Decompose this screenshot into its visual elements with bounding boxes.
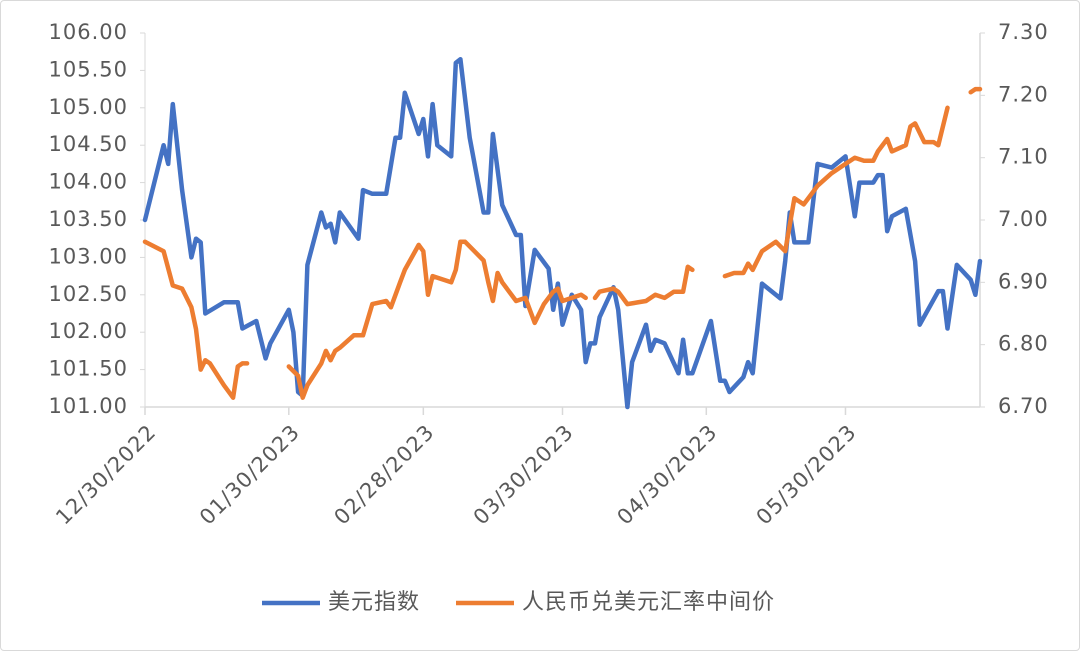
x-tick-label: 05/30/2023 bbox=[752, 420, 862, 530]
y-tick-label: 103.00 bbox=[49, 244, 128, 268]
y2-tick-label: 7.30 bbox=[998, 20, 1049, 44]
y-tick-label: 104.50 bbox=[49, 132, 128, 156]
series-line bbox=[142, 86, 983, 400]
y2-tick-label: 6.80 bbox=[998, 332, 1049, 356]
y-tick-label: 101.00 bbox=[49, 394, 128, 418]
y-tick-label: 105.00 bbox=[49, 95, 128, 119]
y2-tick-label: 7.10 bbox=[998, 145, 1049, 169]
y-tick-label: 102.00 bbox=[49, 319, 128, 343]
y-tick-label: 104.00 bbox=[49, 170, 128, 194]
series-line bbox=[142, 56, 983, 410]
x-tick-label: 01/30/2023 bbox=[195, 420, 305, 530]
y-tick-label: 105.50 bbox=[49, 57, 128, 81]
legend-label: 美元指数 bbox=[328, 590, 420, 615]
x-tick-label: 04/30/2023 bbox=[612, 420, 722, 530]
x-tick-label: 03/30/2023 bbox=[469, 420, 579, 530]
x-tick-label: 12/30/2022 bbox=[51, 420, 161, 530]
y2-tick-label: 7.20 bbox=[998, 82, 1049, 106]
y-tick-label: 101.50 bbox=[49, 357, 128, 381]
y-tick-label: 106.00 bbox=[49, 20, 128, 44]
y-tick-label: 102.50 bbox=[49, 282, 128, 306]
y-tick-label: 103.50 bbox=[49, 207, 128, 231]
x-tick-label: 02/28/2023 bbox=[329, 420, 439, 530]
y2-tick-label: 6.90 bbox=[998, 269, 1049, 293]
y2-tick-label: 7.00 bbox=[998, 207, 1049, 231]
y2-tick-label: 6.70 bbox=[998, 394, 1049, 418]
legend-label: 人民币兑美元汇率中间价 bbox=[522, 590, 775, 615]
